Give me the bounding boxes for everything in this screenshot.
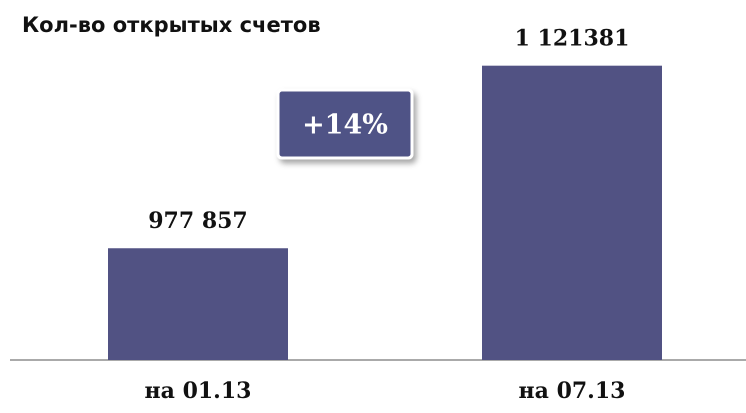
bar [482, 65, 662, 361]
annotation: +14% [302, 110, 388, 141]
annotation-box [276, 88, 414, 160]
value-label: 1 121381 [515, 26, 630, 52]
x-tick-label: на 07.13 [519, 378, 626, 404]
value-label: 977 857 [148, 208, 248, 234]
x-tick-label: на 01.13 [145, 378, 252, 404]
chart-title: Кол-во открытых счетов [22, 13, 321, 37]
bar [108, 248, 288, 360]
